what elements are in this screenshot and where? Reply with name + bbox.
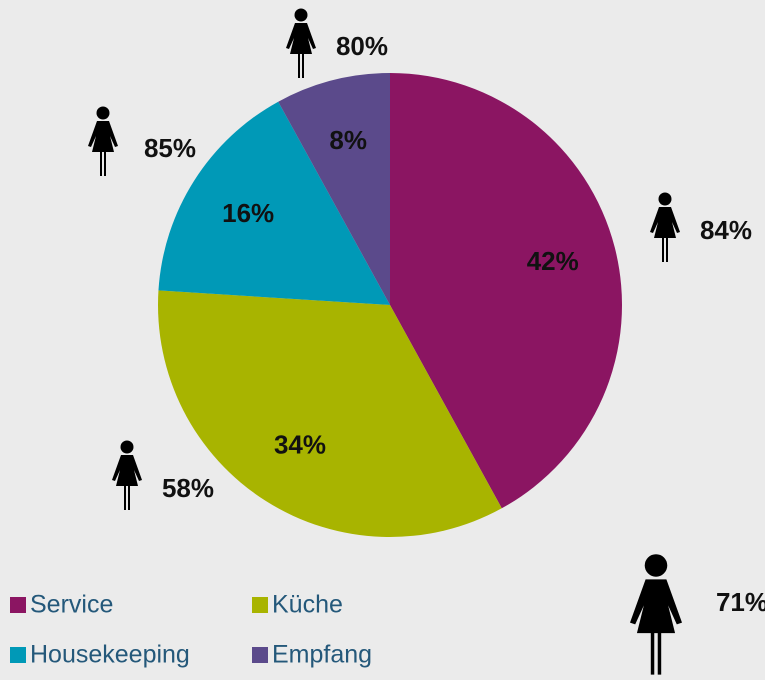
legend-swatch (252, 597, 268, 613)
legend-label: Empfang (272, 641, 372, 669)
woman-icon (286, 8, 316, 78)
female-share-label: 80% (336, 31, 388, 61)
female-share-label: 58% (162, 473, 214, 503)
legend-label: Housekeeping (30, 641, 190, 669)
legend-swatch (10, 597, 26, 613)
pie-slice (158, 101, 390, 305)
woman-icon (630, 554, 682, 675)
pie-slice (390, 73, 622, 509)
woman-icon (88, 106, 118, 176)
slice-label: 34% (274, 430, 326, 460)
pie-slice (278, 73, 390, 305)
legend-label: Küche (272, 591, 343, 619)
legend-label: Service (30, 591, 113, 619)
woman-icon (650, 192, 680, 262)
legend-swatch (10, 647, 26, 663)
female-share-label: 85% (144, 133, 196, 163)
legend-swatch (252, 647, 268, 663)
slice-label: 42% (527, 246, 579, 276)
woman-icon (112, 440, 142, 510)
total-female-share-label: 71% (716, 587, 765, 617)
slice-label: 8% (329, 125, 367, 155)
pie-slice (157, 290, 502, 537)
slice-label: 16% (222, 198, 274, 228)
female-share-label: 84% (700, 215, 752, 245)
